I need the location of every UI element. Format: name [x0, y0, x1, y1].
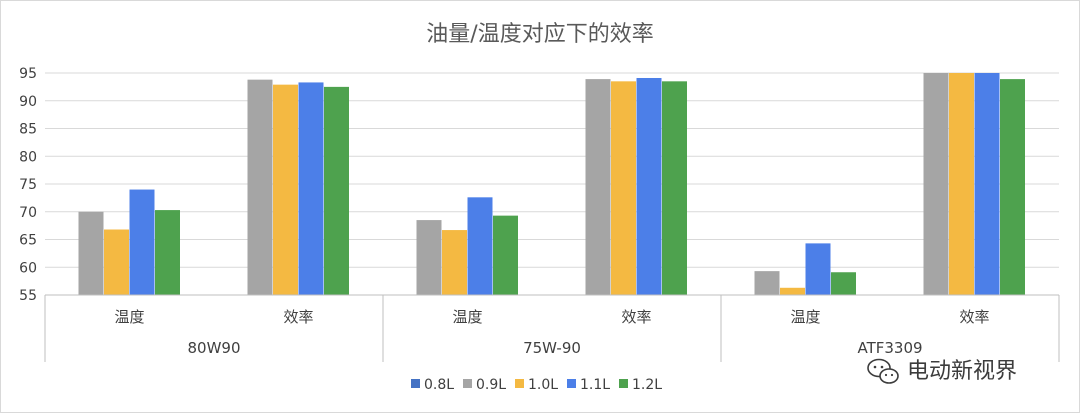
category-label: 效率	[959, 308, 989, 326]
category-label: 温度	[114, 308, 144, 326]
y-tick-label: 75	[19, 177, 37, 193]
bar	[949, 73, 974, 295]
bar	[780, 287, 805, 295]
legend-swatch	[619, 379, 628, 388]
bar	[831, 272, 856, 295]
bar	[104, 229, 129, 295]
legend-label: 0.8L	[424, 377, 454, 393]
bar	[129, 189, 155, 295]
legend: 0.8L 0.9L 1.0L 1.1L 1.2L	[411, 377, 662, 393]
legend-swatch	[567, 379, 576, 388]
legend-swatch	[411, 379, 420, 388]
y-tick-label: 85	[19, 122, 37, 138]
group-label: ATF3309	[857, 339, 922, 357]
y-tick-label: 90	[19, 94, 37, 110]
watermark-text: 电动新视界	[907, 359, 1017, 384]
group-label: 80W90	[187, 339, 240, 357]
x-axis: 温度 效率 80W90 温度 效率 75W-90 温度 效率 ATF3309	[44, 294, 1060, 362]
watermark: 电动新视界	[867, 358, 1017, 384]
bar	[754, 271, 780, 295]
legend-swatch	[515, 379, 524, 388]
bar	[923, 73, 949, 295]
y-tick-label: 65	[19, 233, 37, 249]
bar	[611, 81, 636, 295]
legend-label: 1.2L	[632, 377, 662, 393]
gridlines	[45, 72, 1059, 296]
legend-label: 0.9L	[476, 377, 506, 393]
bar	[155, 210, 180, 295]
legend-label: 1.0L	[528, 377, 558, 393]
bar	[662, 81, 687, 295]
legend-label: 1.1L	[580, 377, 610, 393]
y-tick-label: 70	[19, 205, 37, 221]
bar	[416, 220, 442, 295]
bar	[585, 79, 611, 295]
bar	[467, 197, 493, 295]
bar	[298, 82, 324, 295]
group-label: 75W-90	[523, 339, 581, 357]
chart-title: 油量/温度对应下的效率	[426, 22, 653, 47]
bar	[247, 79, 273, 295]
wechat-icon	[867, 358, 899, 384]
bars	[78, 73, 1025, 296]
bar	[78, 211, 104, 295]
y-tick-label: 95	[19, 66, 37, 82]
category-label: 温度	[452, 308, 482, 326]
y-tick-label: 60	[19, 260, 37, 276]
category-label: 温度	[790, 308, 820, 326]
bar	[324, 86, 349, 295]
y-axis-ticks: 55 60 65 70 75 80 85 90 95	[19, 66, 37, 304]
bar	[493, 215, 518, 295]
bar	[974, 73, 1000, 295]
bar	[1000, 79, 1025, 295]
bar	[805, 243, 831, 295]
y-tick-label: 55	[19, 288, 37, 304]
bar	[273, 84, 298, 295]
legend-swatch	[463, 379, 472, 388]
y-tick-label: 80	[19, 149, 37, 165]
category-label: 效率	[283, 308, 313, 326]
category-label: 效率	[621, 308, 651, 326]
bar	[636, 77, 662, 296]
bar	[442, 230, 467, 295]
